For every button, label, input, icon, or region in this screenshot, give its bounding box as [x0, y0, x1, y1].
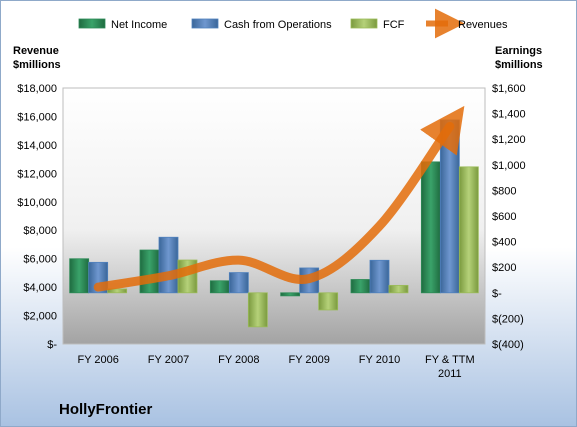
plot-area	[62, 87, 486, 345]
left-axis-title-line: $millions	[13, 59, 61, 71]
right-tick-label: $200	[492, 262, 516, 274]
net-income-bar	[69, 258, 90, 294]
right-axis-ticks: $(400) $(200) $- $200 $400 $600 $800 $1,000 $1,2…	[492, 83, 526, 351]
net-income-bar	[350, 279, 371, 294]
category-label: FY 2007	[148, 354, 189, 366]
legend-swatch	[78, 18, 106, 29]
left-tick-label: $14,000	[17, 140, 57, 152]
legend-net-income: Net Income	[78, 18, 167, 31]
left-tick-label: $6,000	[23, 254, 57, 266]
right-tick-label: $1,000	[492, 160, 526, 172]
net-income-bar	[209, 280, 230, 294]
left-tick-label: $18,000	[17, 83, 57, 95]
fcf-bar	[247, 292, 268, 328]
fcf-bar	[458, 166, 479, 294]
legend-swatch	[191, 18, 219, 29]
right-tick-label: $800	[492, 185, 516, 197]
left-axis-ticks: $- $2,000 $4,000 $6,000 $8,000 $10,000 $12,000…	[17, 83, 57, 351]
right-tick-label: $1,200	[492, 134, 526, 146]
legend-swatch	[350, 18, 378, 29]
cash-from-operations-bar	[439, 119, 460, 294]
category-label: FY 2006	[77, 354, 118, 366]
legend: Net Income Cash from Operations FCF Revenue…	[78, 8, 508, 39]
right-tick-label: $-	[492, 288, 502, 300]
category-label: 2011	[438, 368, 462, 380]
net-income-bar	[280, 292, 301, 297]
category-label: FY 2009	[288, 354, 329, 366]
fcf-bar	[388, 284, 409, 294]
category-label: FY & TTM	[425, 354, 475, 366]
left-tick-label: $2,000	[23, 311, 57, 323]
right-tick-label: $400	[492, 237, 516, 249]
legend-revenues: Revenues	[426, 8, 508, 39]
category-label: FY 2010	[359, 354, 400, 366]
left-axis-title-line: Revenue	[13, 45, 59, 57]
left-tick-label: $8,000	[23, 225, 57, 237]
left-tick-label: $-	[47, 339, 57, 351]
net-income-bar	[139, 249, 160, 294]
revenues-line	[93, 105, 465, 292]
legend-label: Revenues	[458, 19, 508, 31]
net-income-bar	[420, 161, 441, 294]
legend-label: Net Income	[111, 19, 167, 31]
legend-label: FCF	[383, 19, 405, 31]
cash-from-operations-bar	[228, 272, 249, 294]
right-tick-label: $1,600	[492, 83, 526, 95]
fcf-bar	[318, 292, 339, 311]
left-tick-label: $16,000	[17, 111, 57, 123]
category-label: FY 2008	[218, 354, 259, 366]
right-axis-title-line: Earnings	[495, 45, 542, 57]
right-tick-label: $(400)	[492, 339, 524, 351]
left-axis-title: Revenue $millions	[13, 45, 61, 71]
right-tick-label: $1,400	[492, 109, 526, 121]
left-tick-label: $10,000	[17, 197, 57, 209]
revenue-line	[93, 105, 465, 292]
legend-label: Cash from Operations	[224, 19, 332, 31]
right-tick-label: $(200)	[492, 313, 524, 325]
x-axis-ticks: FY 2006 FY 2007 FY 2008 FY 2009 FY 2010 FY & …	[77, 354, 474, 380]
left-tick-label: $4,000	[23, 282, 57, 294]
cash-from-operations-bar	[369, 259, 390, 294]
left-tick-label: $12,000	[17, 168, 57, 180]
right-tick-label: $600	[492, 211, 516, 223]
legend-fcf: FCF	[350, 18, 405, 31]
fcf-bar	[107, 288, 128, 294]
cash-from-operations-bar	[158, 236, 179, 294]
company-name: HollyFrontier	[59, 401, 153, 418]
legend-cash-from-operations: Cash from Operations	[191, 18, 332, 31]
right-axis-title: Earnings $millions	[495, 45, 543, 71]
right-axis-title-line: $millions	[495, 59, 543, 71]
